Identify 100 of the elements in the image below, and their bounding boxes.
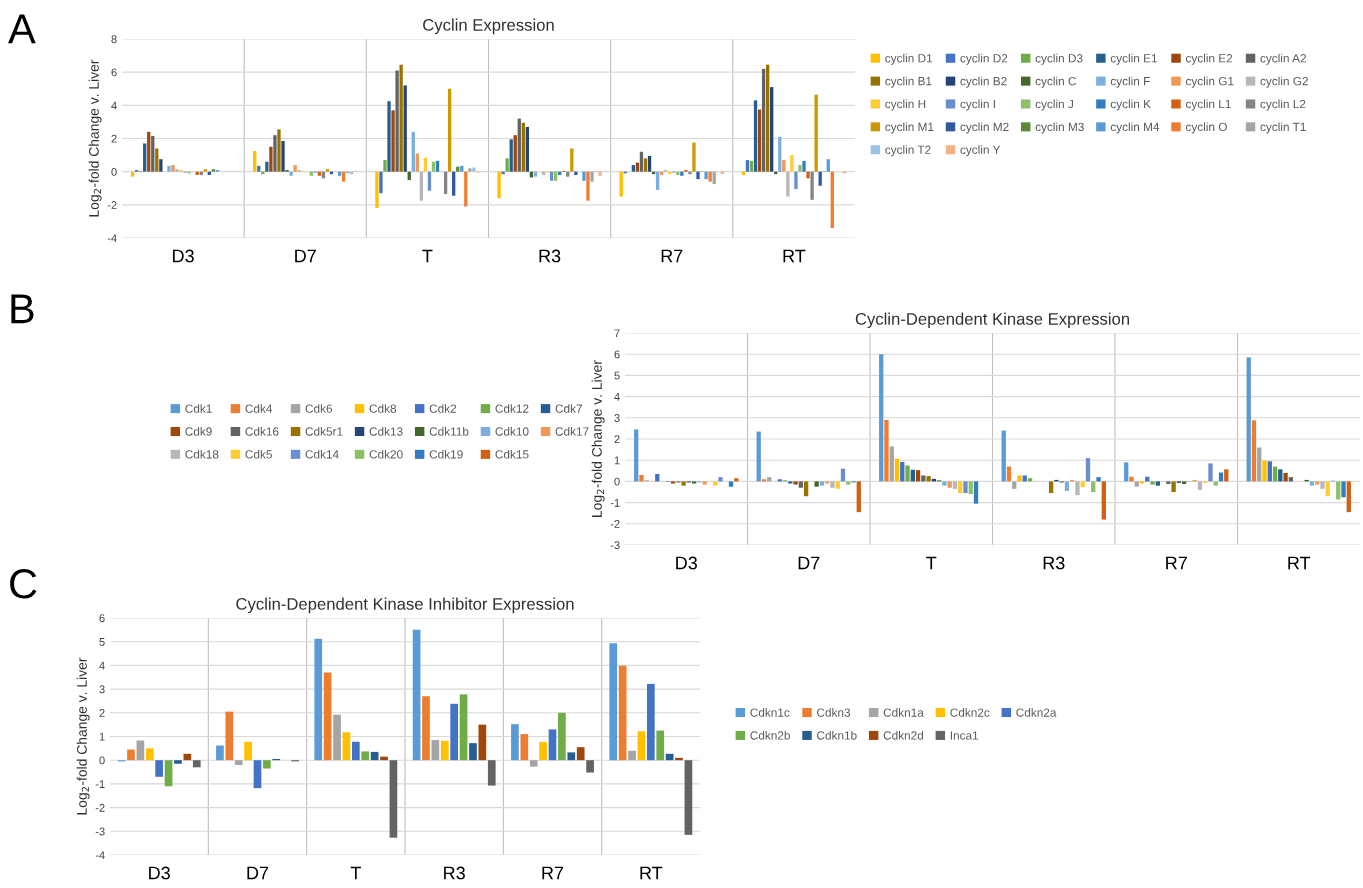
bar (1341, 481, 1346, 498)
bar (253, 760, 262, 789)
y-tick-label: 4 (614, 392, 620, 401)
bar (505, 158, 509, 172)
bar (472, 167, 476, 172)
bar (253, 150, 257, 172)
y-tick-label: -2 (610, 520, 620, 528)
legend-label: cyclin T2 (885, 145, 931, 157)
bar (143, 143, 147, 172)
legend-label: Cdkn2c (950, 708, 990, 717)
y-tick-label: -2 (107, 201, 117, 209)
bar (1171, 481, 1176, 492)
bar (567, 752, 576, 761)
bar (174, 760, 182, 764)
bar (225, 711, 234, 761)
legend-label: Cdkn1c (750, 708, 790, 717)
bar (952, 481, 958, 489)
bar (761, 68, 766, 172)
x-tick-label: D3 (149, 866, 170, 880)
legend-label: cyclin M1 (885, 122, 934, 134)
x-tick-label: D7 (247, 866, 269, 880)
bar (351, 741, 360, 761)
bar (1283, 472, 1288, 482)
bar (639, 151, 644, 172)
x-tick-label: R3 (1043, 556, 1065, 570)
bar (1267, 461, 1272, 482)
bar (1091, 481, 1096, 492)
legend-label: cyclin G2 (1260, 76, 1308, 88)
y-tick-label: 4 (111, 101, 117, 110)
text: C (10, 569, 37, 599)
bar (968, 481, 973, 495)
legend-label: cyclin M3 (1035, 122, 1084, 134)
legend-label: Cdk4 (245, 404, 273, 413)
bar (487, 760, 496, 786)
bar (130, 171, 135, 177)
bar (399, 64, 403, 172)
chart-title: Cyclin Expression (423, 18, 554, 35)
bar (1022, 475, 1027, 482)
legend-label: Cdkn1b (817, 730, 857, 740)
bar (879, 354, 884, 482)
bar (670, 481, 676, 484)
bar (609, 643, 618, 761)
y-tick-label: -3 (610, 541, 620, 550)
legend-label: cyclin B1 (885, 76, 932, 88)
bar (403, 85, 407, 172)
bar (753, 100, 758, 172)
bar (1101, 481, 1106, 520)
bar (770, 87, 774, 172)
bar (830, 171, 834, 229)
bar (718, 477, 723, 482)
x-tick-label: D3 (676, 556, 697, 570)
bar (511, 724, 519, 761)
bar (790, 155, 794, 172)
bar (846, 481, 851, 485)
bar (973, 481, 979, 504)
bar (1325, 481, 1330, 497)
legend-label: Cdkn2b (750, 730, 790, 740)
bar (244, 741, 252, 761)
bar (145, 748, 154, 761)
y-tick-label: -1 (95, 780, 105, 788)
bar (643, 158, 648, 172)
legend-label: cyclin G1 (1185, 76, 1234, 88)
bar (281, 140, 285, 172)
bar (590, 171, 594, 182)
y-tick-label: 3 (614, 414, 620, 422)
bar (1124, 462, 1129, 482)
bar (639, 475, 644, 482)
legend-label: Cdk17 (555, 427, 589, 436)
bar (440, 740, 449, 761)
bar (681, 481, 686, 486)
bar (325, 169, 330, 172)
x-tick-label: D7 (295, 249, 316, 263)
bar (926, 476, 931, 482)
bar (942, 481, 947, 486)
bar (1251, 420, 1257, 482)
legend-label: Cdk5r1 (305, 427, 343, 436)
legend-label: Cdk7 (555, 404, 582, 413)
bar (1262, 460, 1267, 482)
bar (1320, 481, 1325, 489)
bar (947, 481, 952, 488)
legend-label: Cdk2 (429, 404, 457, 413)
bar (894, 458, 900, 482)
bar (548, 729, 557, 761)
bar (171, 165, 175, 172)
bar (1309, 481, 1315, 486)
legend-label: Cdk19 (429, 449, 463, 459)
bar (574, 171, 578, 175)
bar (431, 740, 440, 761)
bar (757, 109, 762, 172)
legend-label: cyclin A2 (1260, 53, 1306, 65)
text: A (8, 14, 36, 44)
bar (647, 155, 652, 172)
bar (529, 760, 538, 767)
bar (468, 168, 472, 172)
bar (1315, 481, 1320, 485)
legend-label: cyclin L2 (1260, 99, 1306, 111)
bar (375, 171, 379, 209)
bar (419, 171, 424, 201)
bar (383, 160, 387, 172)
bar (167, 165, 171, 172)
